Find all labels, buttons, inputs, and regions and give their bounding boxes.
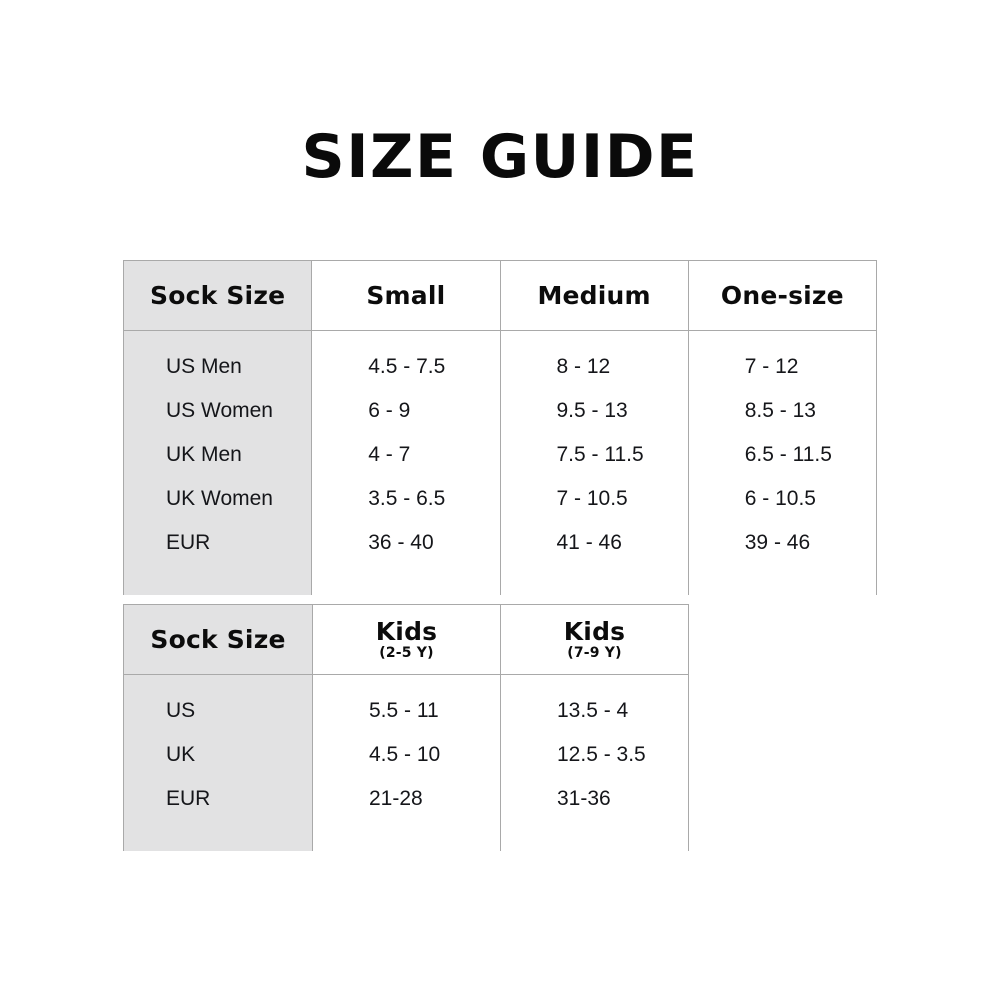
row-label-uk-women: UK Women — [122, 477, 313, 521]
cell-us-men-medium: 8 - 12 — [499, 330, 689, 389]
column-header-kids-2-5-subtitle: (2-5 Y) — [379, 644, 434, 661]
adult-size-table: Sock Size Small Medium One-size US Men 4… — [122, 260, 878, 595]
cell-us-women-small: 6 - 9 — [311, 389, 501, 433]
table-row: US 5.5 - 11 13.5 - 4 — [123, 674, 689, 733]
cell-eur-one-size: 39 - 46 — [687, 521, 878, 595]
row-label-kids-eur: EUR — [123, 777, 313, 851]
column-header-kids-7-9-subtitle: (7-9 Y) — [567, 644, 622, 661]
table-row: US Women 6 - 9 9.5 - 13 8.5 - 13 — [122, 389, 878, 433]
cell-kids-uk-7-9: 12.5 - 3.5 — [500, 733, 689, 777]
column-header-kids-2-5: Kids (2-5 Y) — [312, 604, 501, 675]
row-label-kids-us: US — [123, 674, 313, 733]
column-header-small: Small — [311, 260, 501, 331]
table-row: US Men 4.5 - 7.5 8 - 12 7 - 12 — [122, 330, 878, 389]
column-header-one-size: One-size — [687, 260, 878, 331]
cell-kids-eur-7-9: 31-36 — [500, 777, 689, 851]
table-header-row: Sock Size Small Medium One-size — [122, 260, 878, 331]
kids-table-body: US 5.5 - 11 13.5 - 4 UK 4.5 - 10 12.5 - … — [123, 674, 689, 851]
table-row: UK 4.5 - 10 12.5 - 3.5 — [123, 733, 689, 777]
cell-kids-eur-2-5: 21-28 — [312, 777, 501, 851]
adult-table-body: US Men 4.5 - 7.5 8 - 12 7 - 12 US Women … — [122, 330, 878, 595]
table-header-row: Sock Size Kids (2-5 Y) Kids (7-9 Y) — [123, 604, 689, 675]
cell-kids-uk-2-5: 4.5 - 10 — [312, 733, 501, 777]
table-row: EUR 21-28 31-36 — [123, 777, 689, 851]
row-label-us-men: US Men — [122, 330, 313, 389]
adult-table-header: Sock Size Small Medium One-size — [122, 260, 878, 331]
row-label-eur: EUR — [122, 521, 313, 595]
cell-uk-women-medium: 7 - 10.5 — [499, 477, 689, 521]
page-title: SIZE GUIDE — [301, 122, 699, 192]
cell-kids-us-7-9: 13.5 - 4 — [500, 674, 689, 733]
column-header-medium: Medium — [499, 260, 689, 331]
cell-uk-men-small: 4 - 7 — [311, 433, 501, 477]
row-label-us-women: US Women — [122, 389, 313, 433]
cell-uk-men-medium: 7.5 - 11.5 — [499, 433, 689, 477]
cell-uk-women-one-size: 6 - 10.5 — [687, 477, 878, 521]
cell-us-women-one-size: 8.5 - 13 — [687, 389, 878, 433]
column-header-sock-size-kids: Sock Size — [123, 604, 313, 675]
kids-size-table: Sock Size Kids (2-5 Y) Kids (7-9 Y) US 5… — [123, 604, 689, 851]
column-header-kids-7-9-title: Kids — [563, 616, 626, 646]
cell-us-men-small: 4.5 - 7.5 — [311, 330, 501, 389]
cell-uk-women-small: 3.5 - 6.5 — [311, 477, 501, 521]
column-header-kids-7-9: Kids (7-9 Y) — [500, 604, 689, 675]
table-row: UK Women 3.5 - 6.5 7 - 10.5 6 - 10.5 — [122, 477, 878, 521]
cell-uk-men-one-size: 6.5 - 11.5 — [687, 433, 878, 477]
column-header-kids-2-5-title: Kids — [375, 616, 438, 646]
cell-eur-small: 36 - 40 — [311, 521, 501, 595]
table-row: UK Men 4 - 7 7.5 - 11.5 6.5 - 11.5 — [122, 433, 878, 477]
cell-kids-us-2-5: 5.5 - 11 — [312, 674, 501, 733]
row-label-kids-uk: UK — [123, 733, 313, 777]
table-row: EUR 36 - 40 41 - 46 39 - 46 — [122, 521, 878, 595]
cell-us-men-one-size: 7 - 12 — [687, 330, 878, 389]
cell-eur-medium: 41 - 46 — [499, 521, 689, 595]
cell-us-women-medium: 9.5 - 13 — [499, 389, 689, 433]
column-header-sock-size: Sock Size — [122, 260, 313, 331]
kids-table-header: Sock Size Kids (2-5 Y) Kids (7-9 Y) — [123, 604, 689, 675]
row-label-uk-men: UK Men — [122, 433, 313, 477]
